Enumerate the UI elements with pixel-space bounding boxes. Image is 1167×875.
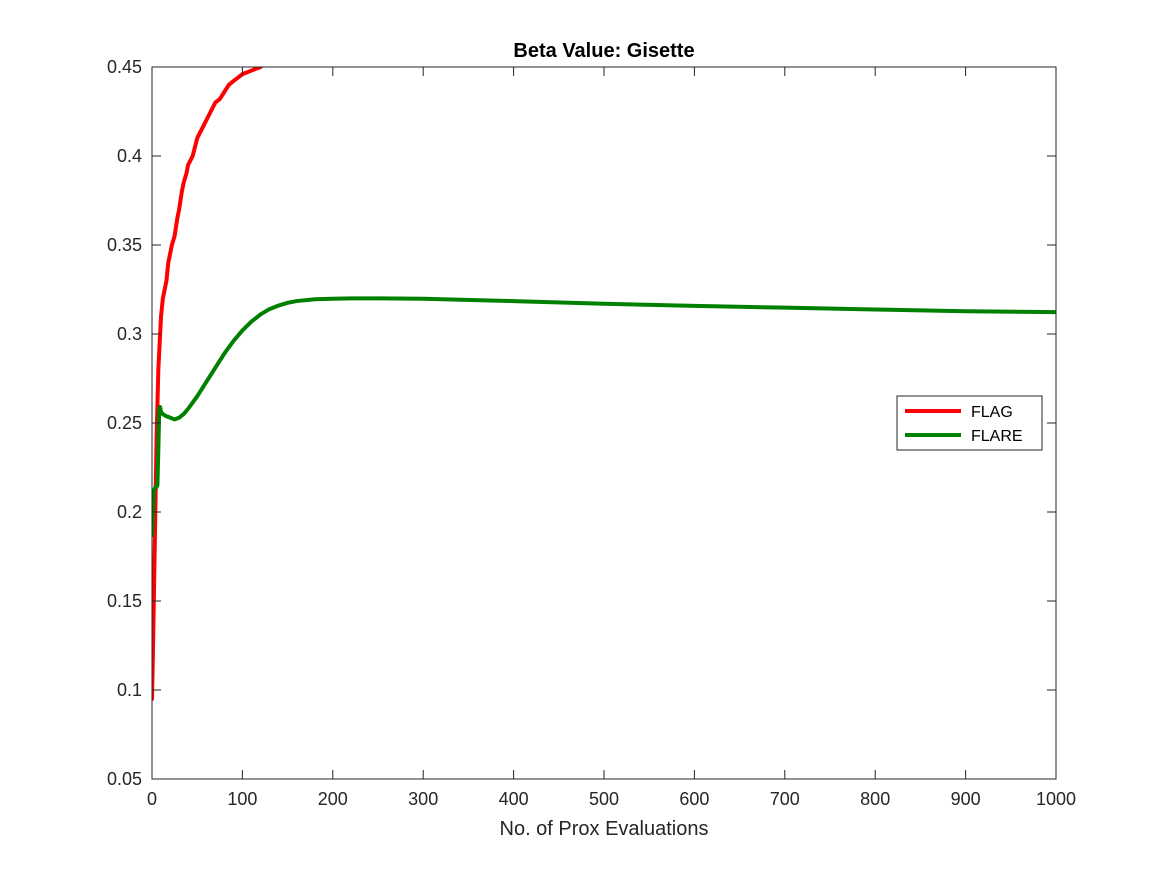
ticks-layer: 0 100 200 300 400 500 600 700 800 900 1000 0.05 0.1 0… (107, 57, 1076, 809)
x-tick-label: 600 (679, 789, 709, 809)
series-line-flare (152, 296, 1056, 538)
x-tick-label: 900 (951, 789, 981, 809)
chart-title: Beta Value: Gisette (513, 40, 694, 62)
y-tick-label: 0.25 (107, 413, 142, 433)
x-tick-label: 1000 (1036, 789, 1076, 809)
x-tick-label: 100 (227, 789, 257, 809)
series-line-flag (152, 67, 265, 701)
x-tick-label: 0 (147, 789, 157, 809)
y-tick-label: 0.05 (107, 769, 142, 789)
x-tick-label: 700 (770, 789, 800, 809)
x-tick-label: 300 (408, 789, 438, 809)
x-tick-label: 800 (860, 789, 890, 809)
y-tick-label: 0.15 (107, 591, 142, 611)
legend-label-flare: FLARE (971, 428, 1023, 445)
x-axis-label: No. of Prox Evaluations (500, 818, 709, 840)
y-tick-label: 0.2 (117, 502, 142, 522)
legend-label-flag: FLAG (971, 404, 1013, 421)
series-layer (152, 67, 1056, 701)
x-tick-label: 500 (589, 789, 619, 809)
legend-box (896, 395, 1043, 451)
y-tick-label: 0.35 (107, 235, 142, 255)
legend: FLAG FLARE (896, 395, 1043, 451)
y-tick-label: 0.3 (117, 324, 142, 344)
x-tick-label: 400 (499, 789, 529, 809)
y-tick-label: 0.4 (117, 146, 142, 166)
y-tick-label: 0.45 (107, 57, 142, 77)
y-tick-label: 0.1 (117, 680, 142, 700)
x-tick-label: 200 (318, 789, 348, 809)
